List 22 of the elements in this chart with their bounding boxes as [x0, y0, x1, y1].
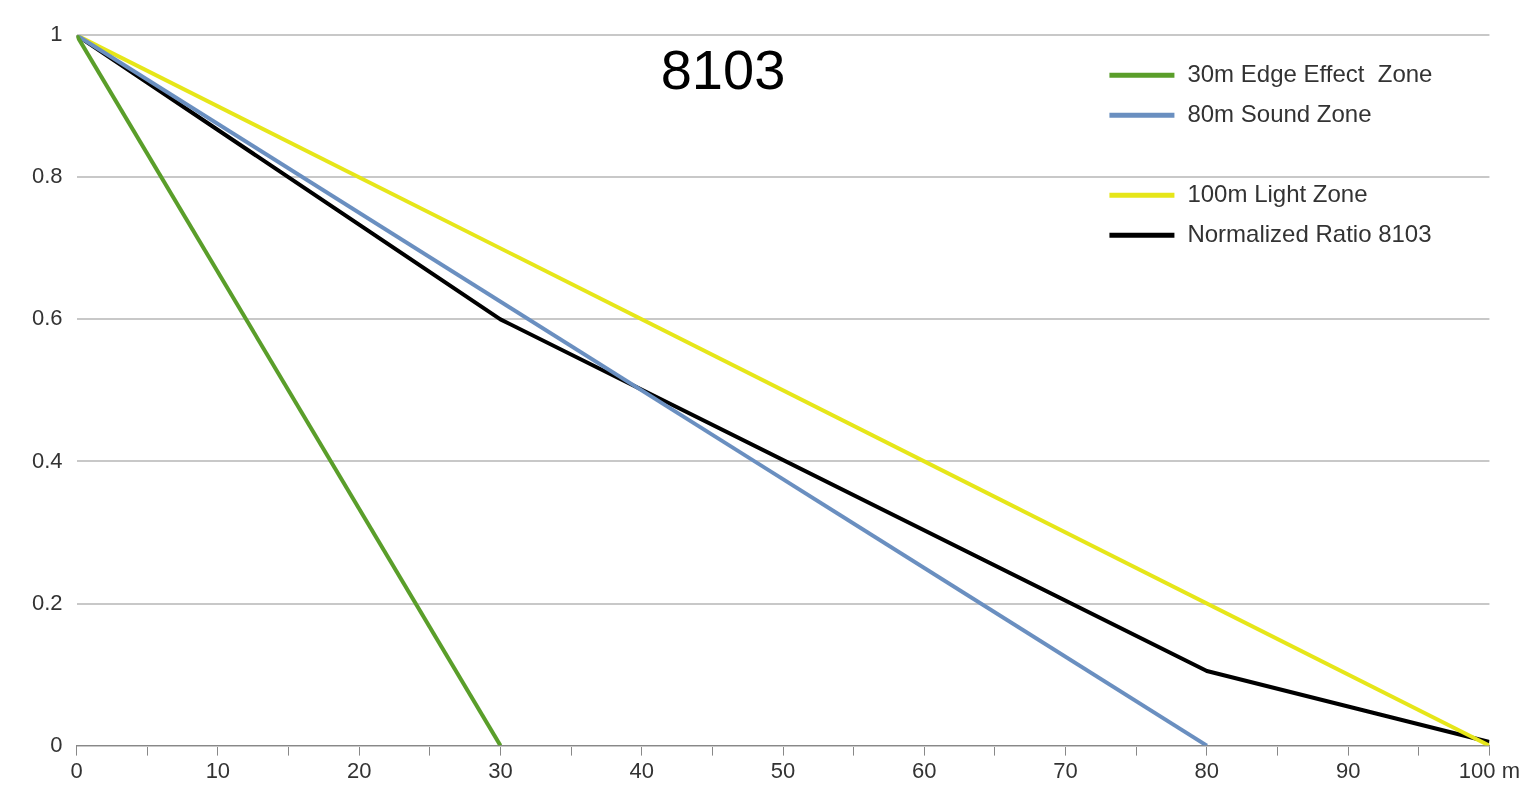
y-tick-label: 0.2: [31, 589, 63, 615]
legend-label: 30m Edge Effect Zone: [1187, 59, 1433, 87]
legend-label: 100m Light Zone: [1187, 179, 1368, 207]
x-tick-label: 90: [1335, 757, 1361, 783]
chart-title: 8103: [660, 37, 786, 101]
y-tick-label: 0.4: [31, 447, 63, 473]
x-tick-label: 40: [629, 757, 654, 783]
y-tick-label: 1: [50, 21, 63, 47]
legend-label: 80m Sound Zone: [1187, 99, 1372, 127]
y-tick-label: 0.8: [31, 163, 63, 189]
y-tick-label: 0.6: [31, 305, 63, 331]
x-tick-label: 80: [1194, 757, 1220, 783]
x-tick-label: 0: [70, 757, 83, 783]
x-tick-label: 30: [488, 757, 513, 783]
x-tick-label: 70: [1053, 757, 1078, 783]
x-tick-label: 20: [346, 757, 372, 783]
legend-label: Normalized Ratio 8103: [1187, 219, 1432, 247]
y-tick-label: 0: [50, 731, 63, 757]
x-tick-label: 100 m: [1458, 757, 1521, 783]
x-tick-label: 60: [912, 757, 937, 783]
x-tick-label: 10: [205, 757, 231, 783]
x-tick-label: 50: [770, 757, 796, 783]
